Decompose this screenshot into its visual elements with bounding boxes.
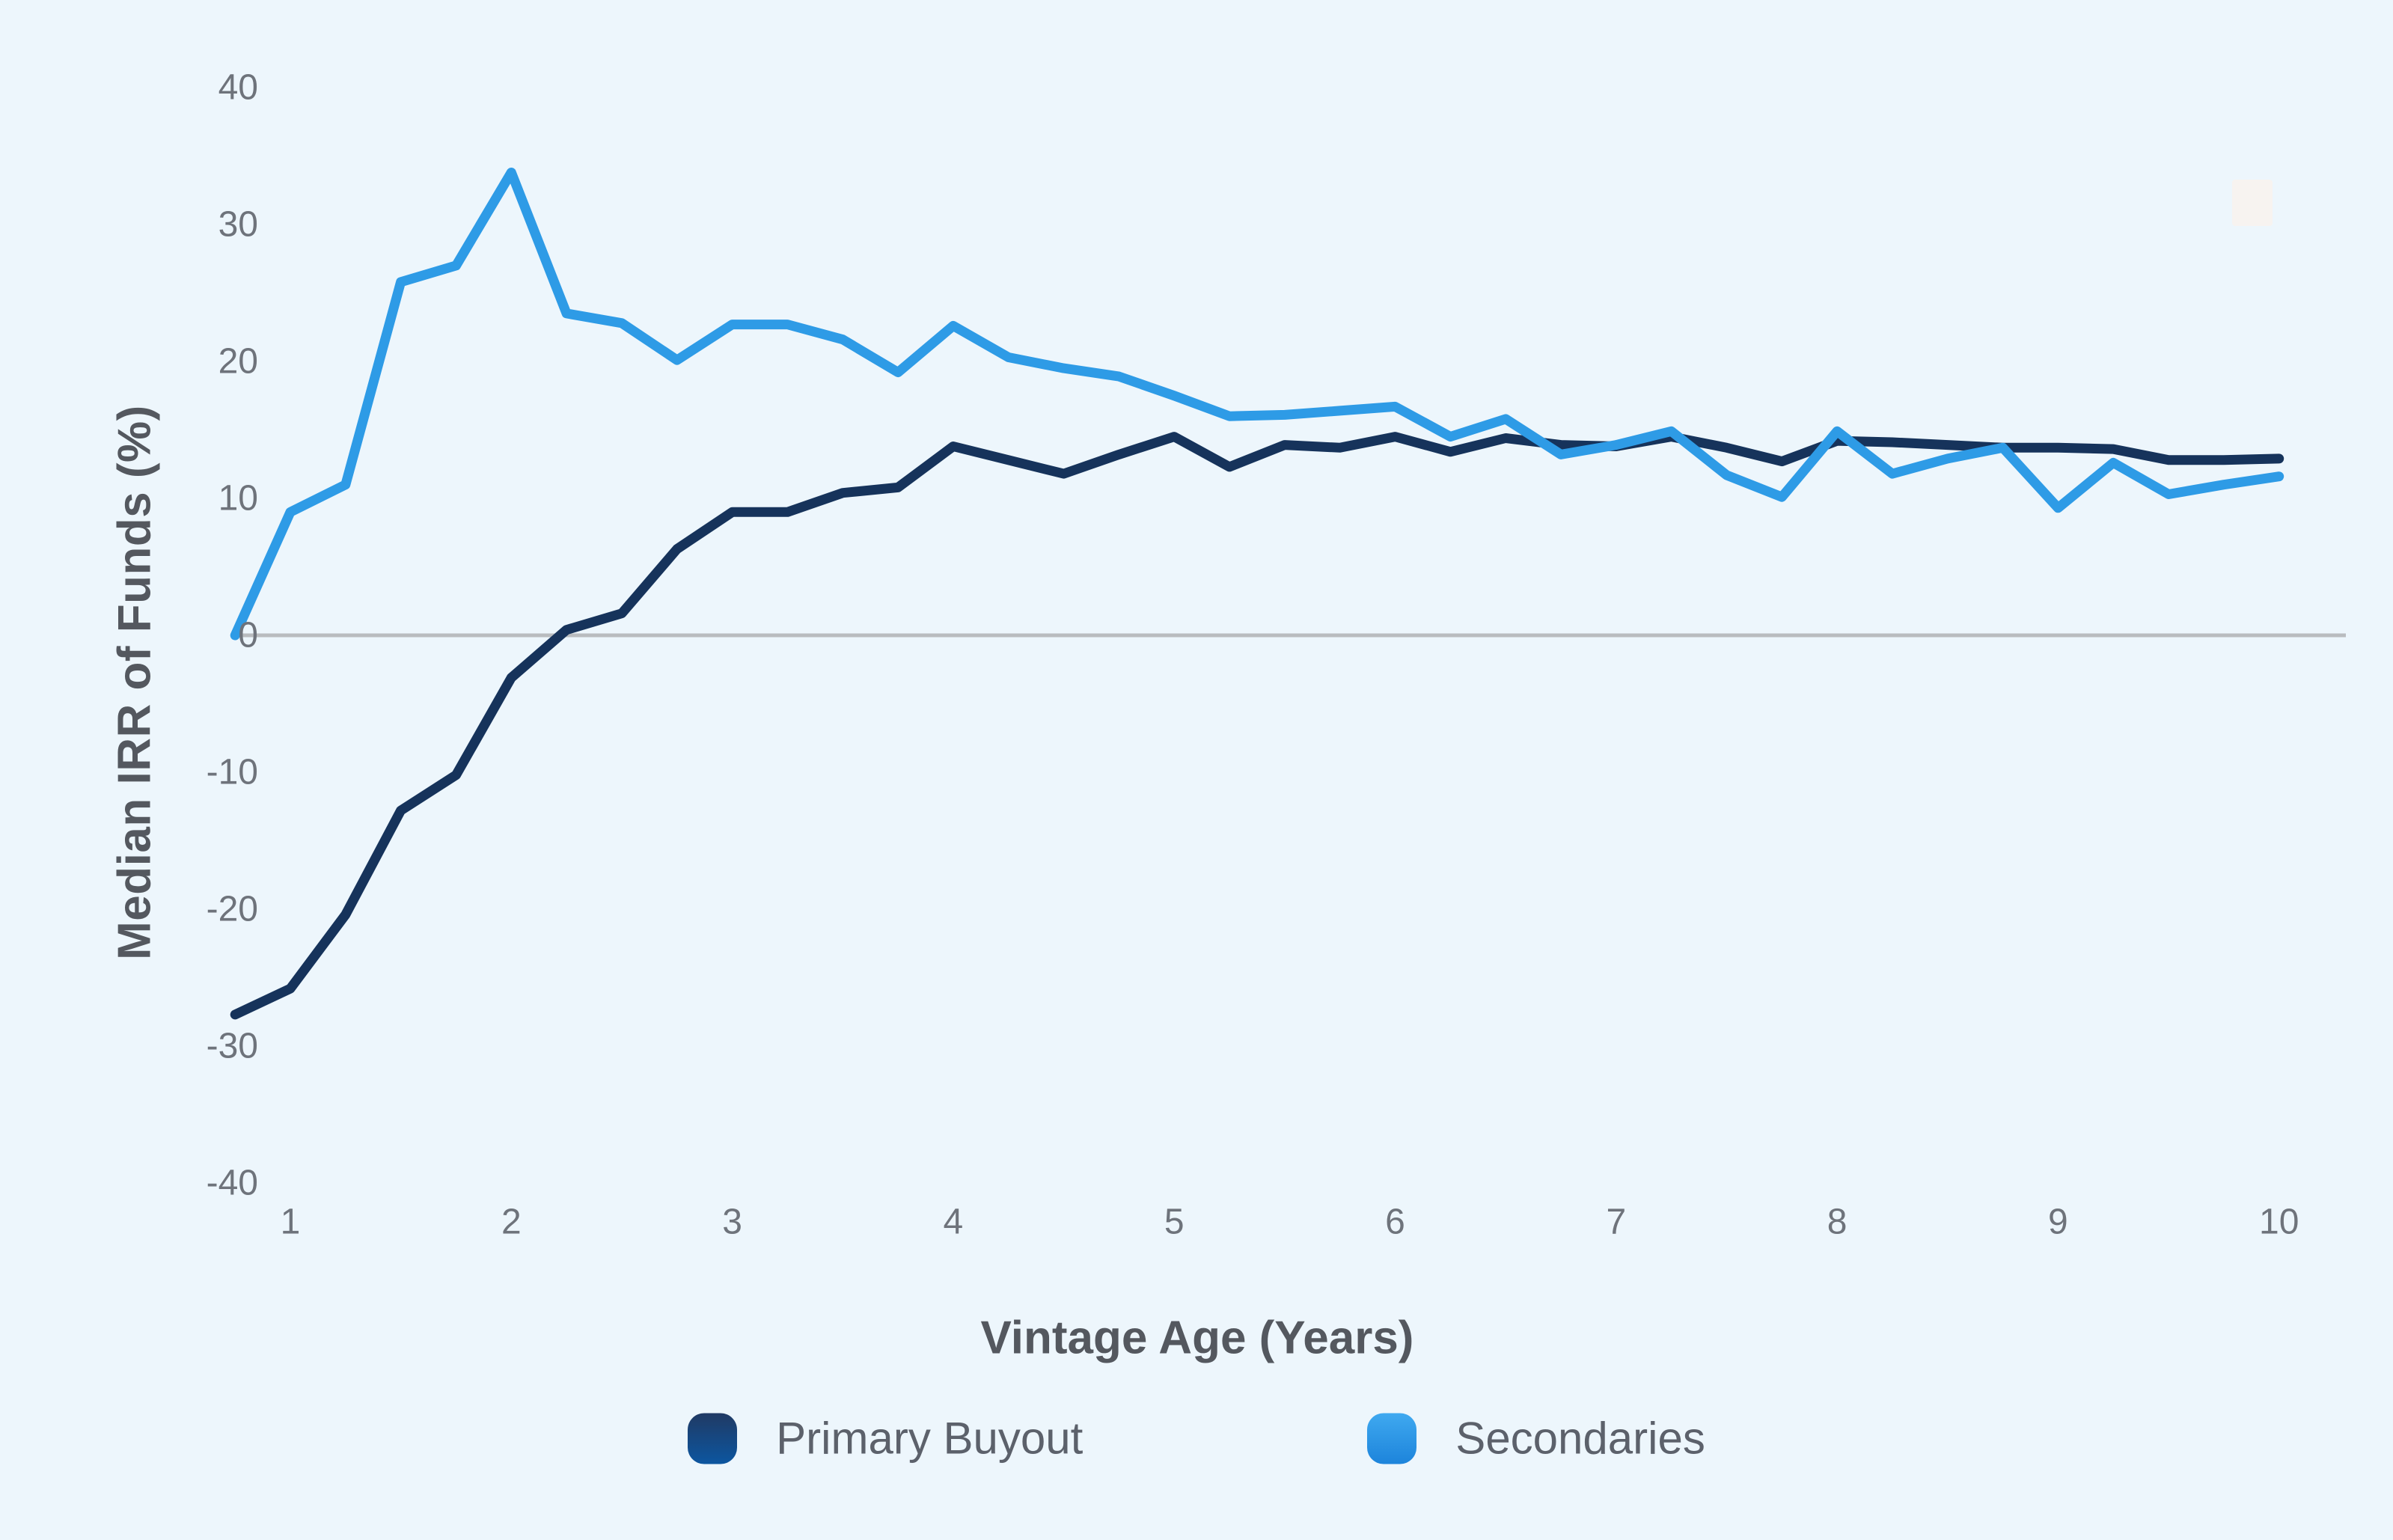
- y-tick-label--20: -20: [206, 889, 258, 929]
- legend-item-secondaries: Secondaries: [1367, 1413, 1705, 1464]
- x-tick-label-1: 1: [280, 1202, 301, 1242]
- x-tick-label-4: 4: [943, 1202, 964, 1242]
- legend: Primary Buyout Secondaries: [0, 1413, 2393, 1464]
- x-tick-label-8: 8: [1827, 1202, 1848, 1242]
- x-tick-label-10: 10: [2258, 1202, 2299, 1242]
- background-artifact-square: [2232, 180, 2273, 226]
- legend-swatch-primary-buyout: [688, 1413, 738, 1464]
- y-tick-label-40: 40: [218, 67, 258, 108]
- x-axis-title: Vintage Age (Years): [980, 1312, 1414, 1364]
- legend-item-primary-buyout: Primary Buyout: [688, 1413, 1083, 1464]
- x-tick-label-5: 5: [1164, 1202, 1185, 1242]
- y-tick-label--10: -10: [206, 752, 258, 792]
- x-tick-label-2: 2: [501, 1202, 522, 1242]
- series-line-primary-buyout: [230, 432, 2284, 1020]
- legend-label-secondaries: Secondaries: [1455, 1413, 1705, 1464]
- series-line-secondaries: [230, 168, 2284, 641]
- y-tick-label--40: -40: [206, 1163, 258, 1203]
- y-tick-label-30: 30: [218, 204, 258, 245]
- legend-label-primary-buyout: Primary Buyout: [776, 1413, 1084, 1464]
- x-tick-label-3: 3: [722, 1202, 742, 1242]
- legend-swatch-secondaries: [1367, 1413, 1417, 1464]
- y-tick-label--30: -30: [206, 1026, 258, 1066]
- y-tick-label-20: 20: [218, 341, 258, 382]
- x-tick-label-6: 6: [1385, 1202, 1405, 1242]
- y-tick-label-0: 0: [238, 615, 258, 656]
- y-tick-label-10: 10: [218, 478, 258, 519]
- x-tick-label-9: 9: [2048, 1202, 2068, 1242]
- x-tick-label-7: 7: [1606, 1202, 1627, 1242]
